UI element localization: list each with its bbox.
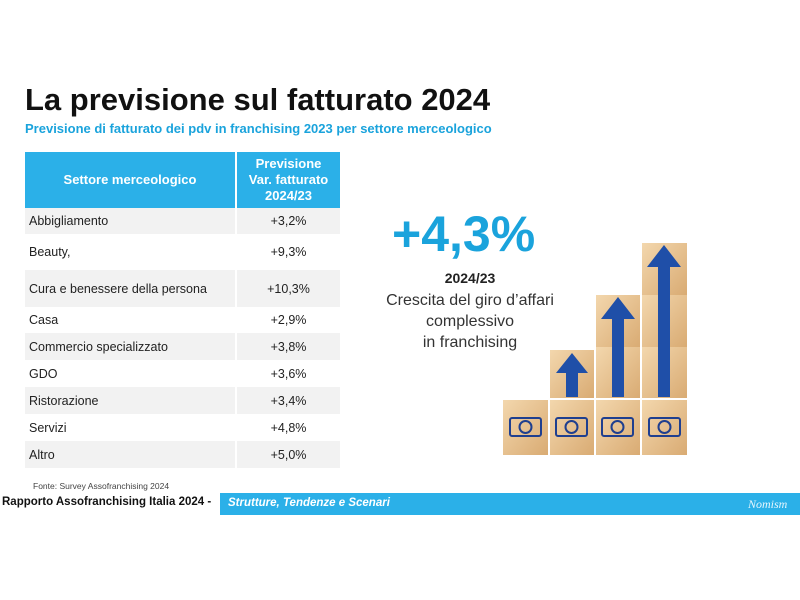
table-row: Casa +2,9%	[25, 307, 340, 333]
table-row: Altro +5,0%	[25, 441, 340, 468]
column-header-line: Var. fatturato	[248, 172, 329, 187]
forecast: +3,2%	[235, 208, 340, 234]
forecast: +10,3%	[235, 270, 340, 307]
table-row: Ristorazione +3,4%	[25, 387, 340, 414]
highlight-description: Crescita del giro d’affari complessivo in …	[370, 290, 570, 353]
description-line: complessivo	[425, 313, 515, 330]
forecast: +3,4%	[235, 387, 340, 414]
table-row: Beauty, +9,3%	[25, 234, 340, 270]
column-header: Settore merceologico	[25, 152, 236, 208]
highlight-period: 2024/23	[444, 270, 496, 286]
source: Fonte: Survey Assofranchising 2024	[33, 481, 170, 491]
forecast: +3,6%	[235, 360, 340, 387]
footer-bar	[220, 493, 800, 515]
forecast: +3,8%	[235, 333, 340, 360]
table-row: Commercio specializzato +3,8%	[25, 333, 340, 360]
column-header-line: 2024/23	[265, 188, 312, 203]
subtitle: Previsione di fatturato dei pdv in franc…	[25, 121, 492, 136]
table-row: Cura e benessere della persona +10,3%	[25, 270, 340, 307]
sector: Casa	[25, 307, 236, 333]
logo: Nomism	[748, 497, 788, 511]
table-row: Servizi +4,8%	[25, 414, 340, 441]
title: La previsione sul fatturato 2024	[25, 82, 491, 117]
column-header: Previsione Var. fatturato 2024/23	[235, 152, 340, 208]
description-line: in franchising	[422, 334, 518, 351]
forecast: +9,3%	[235, 234, 340, 270]
forecast: +4,8%	[235, 414, 340, 441]
description-line: Crescita del giro d’affari	[386, 292, 554, 309]
sector: Beauty,	[25, 234, 236, 270]
forecast: +5,0%	[235, 441, 340, 468]
arrows	[556, 245, 681, 397]
sector: Ristorazione	[25, 387, 236, 414]
blocks-illustration	[503, 243, 687, 455]
sector: Commercio specializzato	[25, 333, 236, 360]
column-header-line: Previsione	[255, 156, 322, 171]
sector: Abbigliamento	[25, 208, 236, 234]
table-row: Abbigliamento +3,2%	[25, 208, 340, 234]
sector: Cura e benessere della persona	[25, 270, 236, 307]
forecast: +2,9%	[235, 307, 340, 333]
sector: GDO	[25, 360, 236, 387]
table-row: GDO +3,6%	[25, 360, 340, 387]
footer-report: Rapporto Assofranchising Italia 2024 -	[2, 496, 212, 508]
sector: Altro	[25, 441, 236, 468]
sector-table: Settore merceologico Previsione Var. fattu…	[25, 152, 340, 468]
sector: Servizi	[25, 414, 236, 441]
footer-tagline: Strutture, Tendenze e Scenari	[228, 497, 390, 509]
header-row: Settore merceologico Previsione Var. fattu…	[25, 152, 340, 208]
highlight-value: +4,3%	[392, 206, 536, 262]
money-icons	[509, 417, 681, 437]
